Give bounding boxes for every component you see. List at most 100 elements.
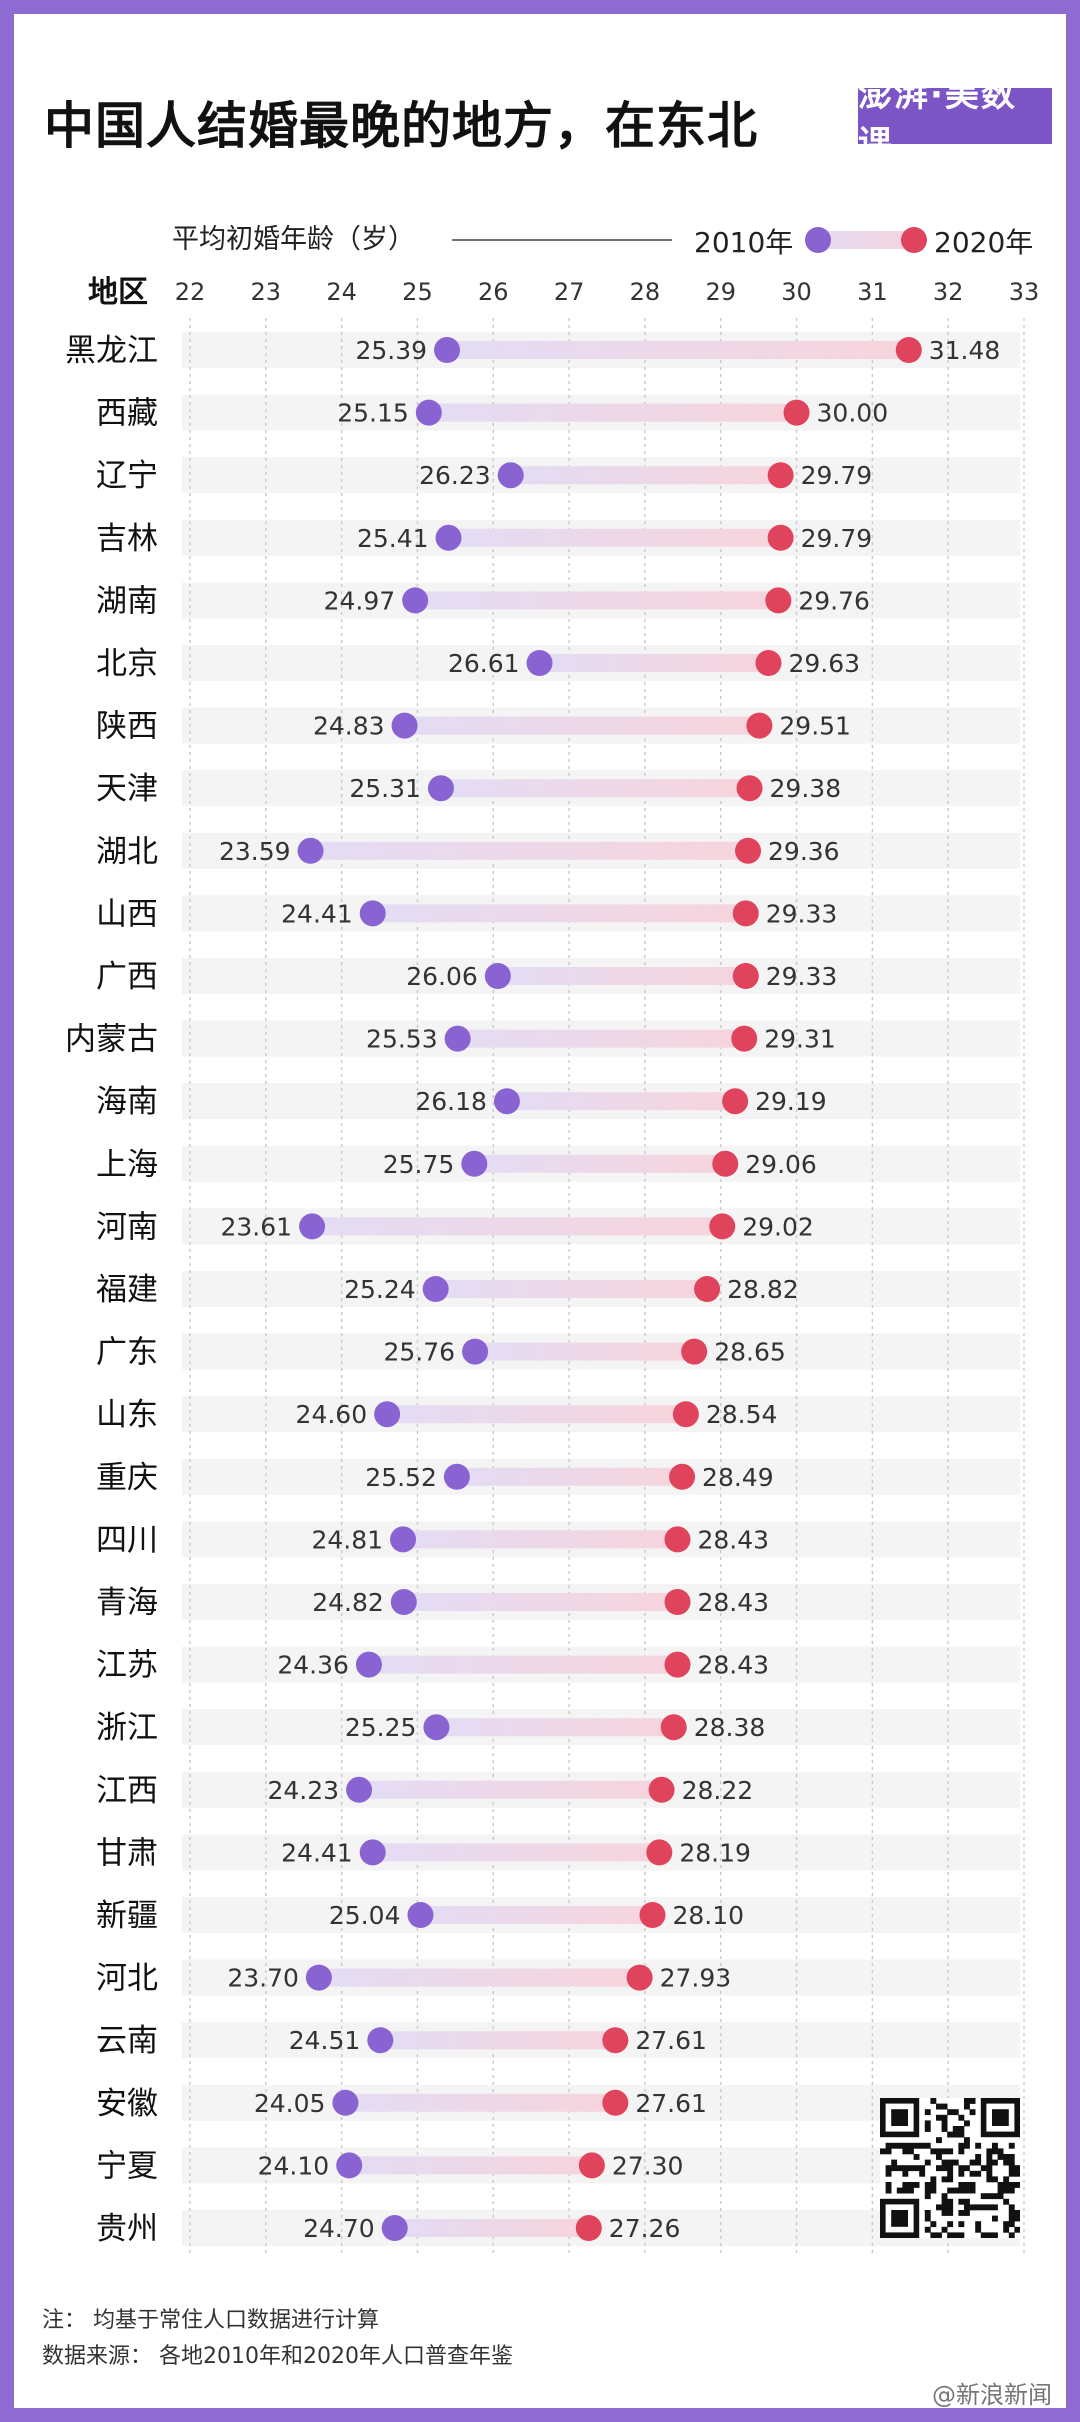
range-bar bbox=[428, 403, 797, 422]
marker-2010 bbox=[346, 1776, 373, 1803]
value-label-2020: 28.65 bbox=[714, 1338, 786, 1367]
marker-2020 bbox=[746, 712, 773, 739]
marker-2020 bbox=[755, 650, 782, 676]
value-label-2010: 25.24 bbox=[344, 1275, 416, 1304]
marker-2010 bbox=[435, 524, 462, 551]
dumbbell-row: 内蒙古 25.53 29.31 bbox=[65, 1022, 836, 1058]
range-bar bbox=[312, 1217, 723, 1236]
marker-2020 bbox=[694, 1276, 721, 1302]
marker-2020 bbox=[681, 1338, 708, 1365]
value-label-2010: 25.75 bbox=[383, 1150, 455, 1179]
value-label-2020: 28.43 bbox=[698, 1651, 770, 1680]
legend-2020-label: 2020年 bbox=[934, 226, 1033, 259]
legend-2010-label: 2010年 bbox=[694, 226, 793, 259]
marker-2020 bbox=[732, 900, 759, 927]
range-bar bbox=[403, 1593, 678, 1611]
dumbbell-row: 贵州 24.70 27.26 bbox=[96, 2211, 680, 2247]
marker-2020 bbox=[664, 1589, 691, 1615]
x-tick-label: 26 bbox=[478, 278, 509, 306]
dumbbell-row: 江苏 24.36 28.43 bbox=[96, 1648, 769, 1684]
footnote-note: 注： 均基于常住人口数据进行计算 bbox=[42, 2308, 379, 2333]
marker-2020 bbox=[783, 399, 810, 426]
range-bar bbox=[497, 967, 746, 985]
value-label-2020: 28.19 bbox=[679, 1838, 751, 1867]
marker-2010 bbox=[355, 1651, 382, 1678]
value-label-2010: 24.41 bbox=[281, 1838, 353, 1867]
value-label-2010: 24.41 bbox=[281, 899, 353, 928]
legend-bar bbox=[818, 231, 914, 249]
range-bar bbox=[403, 1530, 678, 1549]
dumbbell-row: 广东 25.76 28.65 bbox=[96, 1335, 786, 1371]
range-bar bbox=[372, 904, 746, 923]
page-title: 中国人结婚最晚的地方，在东北 bbox=[44, 97, 758, 155]
range-bar bbox=[539, 654, 769, 672]
value-label-2010: 26.18 bbox=[415, 1087, 487, 1116]
value-label-2010: 26.61 bbox=[448, 649, 520, 678]
value-label-2010: 25.04 bbox=[329, 1901, 401, 1930]
range-bar bbox=[435, 1280, 708, 1298]
value-label-2020: 28.38 bbox=[694, 1713, 766, 1742]
region-label: 广西 bbox=[96, 959, 158, 995]
dumbbell-row: 海南 26.18 29.19 bbox=[96, 1084, 827, 1120]
range-bar bbox=[420, 1906, 653, 1924]
region-label: 西藏 bbox=[96, 396, 158, 432]
x-tick-label: 33 bbox=[1009, 278, 1040, 306]
x-tick-label: 24 bbox=[326, 278, 357, 306]
value-label-2010: 26.23 bbox=[419, 461, 491, 490]
region-label: 广东 bbox=[96, 1335, 158, 1371]
value-label-2010: 24.36 bbox=[277, 1651, 349, 1680]
region-label: 云南 bbox=[96, 2023, 158, 2059]
value-label-2020: 29.33 bbox=[766, 899, 838, 928]
dumbbell-row: 辽宁 26.23 29.79 bbox=[96, 458, 872, 494]
value-label-2020: 29.33 bbox=[766, 962, 838, 991]
dumbbell-row: 湖北 23.59 29.36 bbox=[96, 834, 840, 870]
dumbbell-row: 山西 24.41 29.33 bbox=[96, 896, 837, 932]
x-tick-label: 22 bbox=[175, 278, 206, 306]
value-label-2020: 29.19 bbox=[755, 1087, 827, 1116]
marker-2020 bbox=[602, 2089, 629, 2116]
region-label: 青海 bbox=[96, 1585, 158, 1621]
dumbbell-row: 广西 26.06 29.33 bbox=[96, 959, 837, 995]
range-bar bbox=[457, 1029, 745, 1048]
value-label-2010: 25.41 bbox=[357, 524, 429, 553]
dumbbell-row: 河南 23.61 29.02 bbox=[96, 1209, 814, 1245]
value-label-2010: 25.25 bbox=[345, 1713, 417, 1742]
dumbbell-row: 北京 26.61 29.63 bbox=[96, 646, 860, 682]
value-label-2010: 24.83 bbox=[313, 712, 385, 741]
value-label-2020: 28.49 bbox=[702, 1463, 774, 1492]
range-bar bbox=[368, 1655, 678, 1674]
dumbbell-row: 浙江 25.25 28.38 bbox=[96, 1710, 765, 1746]
marker-2010 bbox=[526, 650, 553, 676]
value-label-2020: 27.93 bbox=[660, 1964, 732, 1993]
marker-2010 bbox=[390, 1526, 417, 1553]
legend-2020-marker bbox=[901, 227, 927, 253]
value-label-2020: 28.22 bbox=[682, 1776, 754, 1805]
dumbbell-row: 青海 24.82 28.43 bbox=[96, 1585, 769, 1621]
dumbbell-row: 湖南 24.97 29.76 bbox=[96, 583, 870, 619]
x-tick-label: 23 bbox=[251, 278, 282, 306]
y-axis-title: 地区 bbox=[88, 275, 148, 310]
region-label: 福建 bbox=[96, 1272, 158, 1308]
marker-2020 bbox=[639, 1902, 666, 1928]
marker-2020 bbox=[765, 587, 792, 614]
x-tick-label: 29 bbox=[705, 278, 736, 306]
value-label-2010: 23.61 bbox=[220, 1212, 292, 1241]
value-label-2010: 25.52 bbox=[365, 1463, 437, 1492]
marker-2020 bbox=[648, 1776, 675, 1803]
value-label-2020: 28.54 bbox=[706, 1400, 778, 1429]
region-label: 陕西 bbox=[96, 709, 158, 745]
x-tick-label: 31 bbox=[857, 278, 888, 306]
region-label: 重庆 bbox=[96, 1460, 158, 1496]
dumbbell-row: 山东 24.60 28.54 bbox=[96, 1397, 777, 1433]
value-label-2020: 29.36 bbox=[768, 837, 840, 866]
marker-2020 bbox=[575, 2215, 602, 2241]
marker-2010 bbox=[374, 1401, 401, 1428]
value-label-2020: 27.30 bbox=[612, 2151, 684, 2180]
marker-2020 bbox=[895, 337, 922, 363]
x-tick-label: 32 bbox=[933, 278, 964, 306]
marker-2010 bbox=[336, 2152, 363, 2179]
legend-2010-marker bbox=[805, 227, 831, 253]
value-label-2020: 29.51 bbox=[779, 712, 851, 741]
range-bar bbox=[436, 1718, 674, 1737]
marker-2010 bbox=[390, 1589, 417, 1615]
